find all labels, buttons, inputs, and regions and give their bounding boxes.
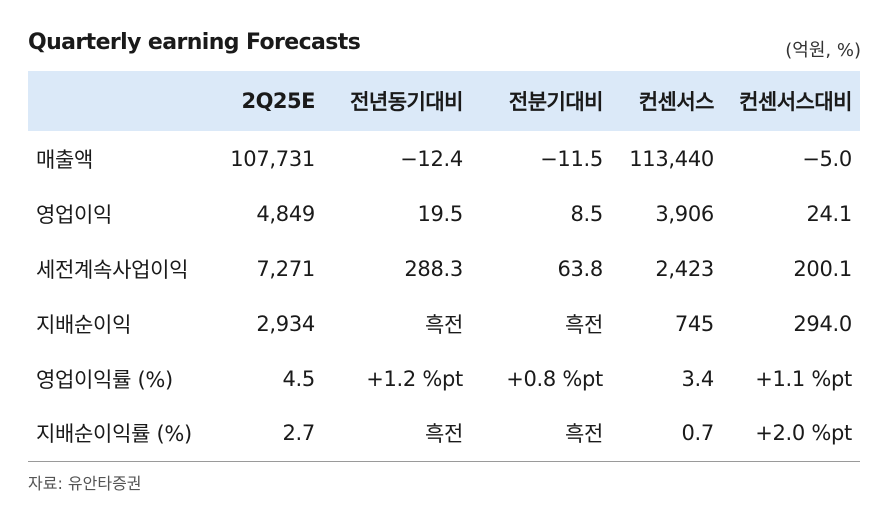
table-row: 매출액 107,731 −12.4 −11.5 113,440 −5.0 [28,131,860,186]
table-cell: 4.5 [282,366,316,391]
table-cell: 288.3 [404,256,463,281]
table-cell: 113,440 [629,146,714,171]
row-label: 지배순이익률 (%) [28,406,218,462]
table-cell: 19.5 [417,201,463,226]
table-row: 영업이익률 (%) 4.5 +1.2 %pt +0.8 %pt 3.4 +1.1… [28,351,860,406]
table-cell: 745 [674,311,714,336]
unit-label: (억원, %) [785,40,861,61]
header-cell-qoq: 전분기대비 [508,90,604,114]
table-cell: 흑전 [471,406,611,462]
forecast-table: 2Q25E 전년동기대비 전분기대비 컨센서스 컨센서스대비 매출액 107,7… [28,71,860,462]
table-cell: +0.8 %pt [506,366,603,391]
table-cell: 2.7 [218,406,323,462]
table-cell: 4,849 [256,201,315,226]
table-cell: 8.5 [570,201,604,226]
row-label: 세전계속사업이익 [36,257,189,282]
table-row: 지배순이익 2,934 흑전 흑전 745 294.0 [28,296,860,351]
table-cell: 2,423 [655,256,714,281]
table-cell: −5.0 [802,146,852,171]
table-cell: 흑전 [323,406,471,462]
header-row: 2Q25E 전년동기대비 전분기대비 컨센서스 컨센서스대비 [28,71,860,131]
row-label: 매출액 [36,147,94,172]
table-cell: 24.1 [806,201,852,226]
header-cell-consensus: 컨센서스 [638,90,715,114]
table-cell: 7,271 [256,256,315,281]
table-row: 영업이익 4,849 19.5 8.5 3,906 24.1 [28,186,860,241]
table-title: Quarterly earning Forecasts [28,30,361,55]
table-cell: 107,731 [230,146,315,171]
table-cell: 흑전 [564,312,603,337]
table-cell: 63.8 [557,256,603,281]
row-label: 영업이익률 (%) [36,367,173,392]
table-cell: 200.1 [793,256,852,281]
table-cell: 0.7 [611,406,722,462]
table-cell: +1.2 %pt [366,366,463,391]
table-cell: −11.5 [540,146,603,171]
header-cell-vs-consensus: 컨센서스대비 [739,90,852,114]
table-row: 세전계속사업이익 7,271 288.3 63.8 2,423 200.1 [28,241,860,296]
table-cell: −12.4 [400,146,463,171]
table-cell: 흑전 [424,312,463,337]
table-cell: 3,906 [655,201,714,226]
table-cell: 294.0 [793,311,852,336]
header-cell-label [28,71,218,131]
row-label: 영업이익 [36,202,113,227]
table-cell: +2.0 %pt [722,406,860,462]
table-row: 지배순이익률 (%) 2.7 흑전 흑전 0.7 +2.0 %pt [28,406,860,462]
table-cell: +1.1 %pt [755,366,852,391]
source-note: 자료: 유안타증권 [28,474,142,493]
table-cell: 3.4 [681,366,715,391]
table-cell: 2,934 [256,311,315,336]
row-label: 지배순이익 [36,312,132,337]
header-cell-yoy: 전년동기대비 [350,90,463,114]
header-cell-2q25e: 2Q25E [241,89,315,113]
